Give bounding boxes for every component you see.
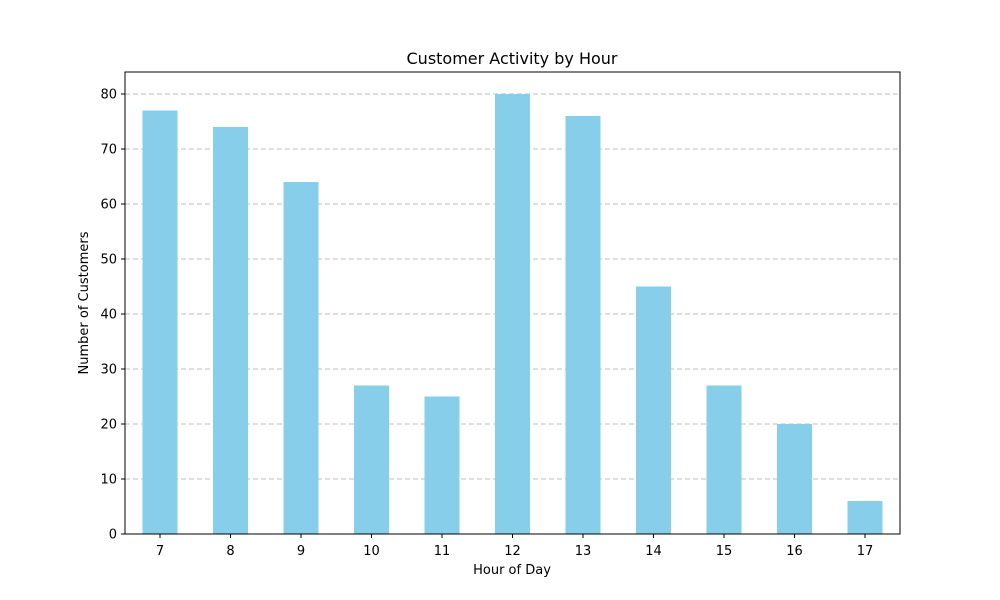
y-tick-label: 50 [100, 253, 117, 268]
bar [142, 110, 178, 534]
x-tick-label: 11 [434, 544, 451, 559]
y-tick-label: 70 [100, 143, 117, 158]
bars [142, 94, 883, 534]
y-tick-label: 0 [109, 528, 117, 543]
x-axis-ticks: 7 8 9 10 11 12 13 14 15 16 17 [156, 534, 873, 559]
bar [636, 286, 671, 534]
y-tick-label: 60 [100, 198, 117, 213]
y-tick-label: 80 [100, 88, 117, 103]
x-tick-label: 14 [645, 544, 662, 559]
y-tick-label: 20 [100, 418, 117, 433]
chart-title: Customer Activity by Hour [407, 49, 618, 68]
bar [495, 94, 530, 534]
x-tick-label: 13 [575, 544, 592, 559]
bar [283, 182, 319, 534]
x-tick-label: 8 [226, 544, 234, 559]
x-axis-label: Hour of Day [473, 563, 551, 578]
x-tick-label: 15 [716, 544, 733, 559]
x-tick-label: 10 [363, 544, 380, 559]
bar [777, 424, 812, 534]
bar [354, 385, 389, 534]
x-tick-label: 9 [297, 544, 305, 559]
x-tick-label: 12 [504, 544, 521, 559]
bar [847, 501, 883, 534]
bar [213, 127, 248, 534]
y-tick-label: 40 [100, 308, 117, 323]
bar [706, 385, 742, 534]
bar [565, 116, 601, 534]
x-tick-label: 7 [156, 544, 164, 559]
y-axis-ticks: 0 10 20 30 40 50 60 70 80 [100, 88, 125, 543]
x-tick-label: 16 [786, 544, 803, 559]
y-tick-label: 30 [100, 363, 117, 378]
bar [424, 396, 460, 534]
y-axis-label: Number of Customers [77, 231, 92, 374]
x-tick-label: 17 [857, 544, 874, 559]
y-tick-label: 10 [100, 473, 117, 488]
